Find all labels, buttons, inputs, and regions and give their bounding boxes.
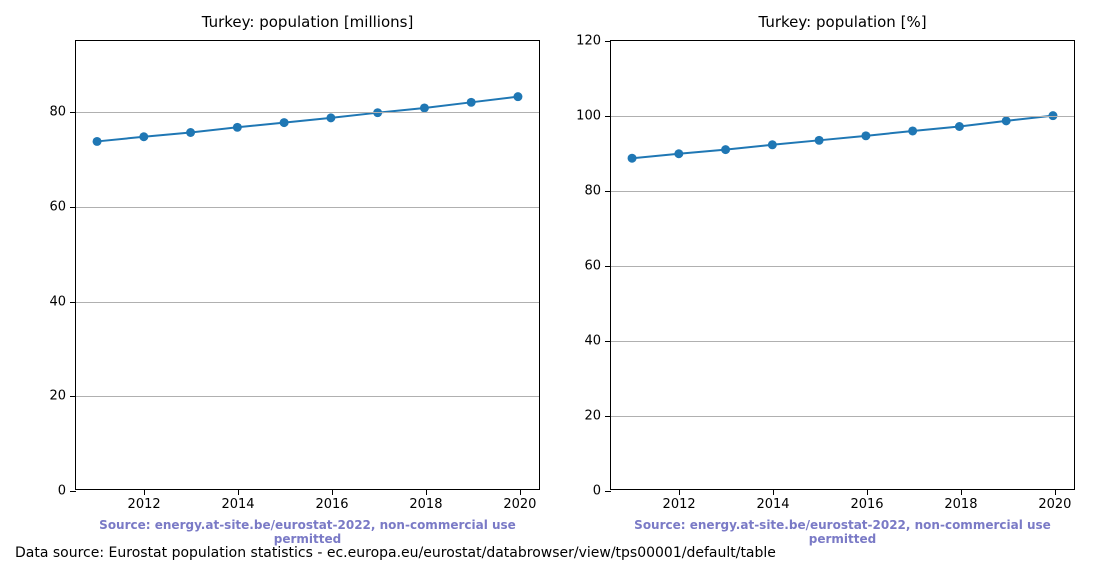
series-marker bbox=[139, 132, 148, 141]
y-tick bbox=[605, 41, 611, 42]
x-tick-label: 2016 bbox=[850, 497, 883, 512]
figure: Turkey: population [millions] 0 20 40 60 80 2… bbox=[0, 0, 1100, 572]
x-tick bbox=[332, 489, 333, 495]
left-chart-source: Source: energy.at-site.be/eurostat-2022,… bbox=[75, 518, 540, 546]
x-tick-label: 2016 bbox=[315, 497, 348, 512]
x-tick bbox=[679, 489, 680, 495]
series-marker bbox=[467, 98, 476, 107]
y-tick bbox=[605, 266, 611, 267]
y-tick bbox=[605, 191, 611, 192]
y-tick-label: 60 bbox=[584, 259, 601, 274]
series-marker bbox=[1002, 116, 1011, 125]
right-chart-source: Source: energy.at-site.be/eurostat-2022,… bbox=[610, 518, 1075, 546]
x-tick bbox=[426, 489, 427, 495]
y-tick-label: 0 bbox=[593, 484, 601, 499]
x-tick bbox=[520, 489, 521, 495]
series-marker bbox=[768, 140, 777, 149]
series-marker bbox=[674, 149, 683, 158]
x-tick-label: 2012 bbox=[128, 497, 161, 512]
y-tick bbox=[70, 302, 76, 303]
gridline bbox=[611, 416, 1074, 417]
gridline bbox=[76, 207, 539, 208]
series-marker bbox=[93, 137, 102, 146]
y-tick-label: 80 bbox=[584, 184, 601, 199]
y-tick-label: 100 bbox=[576, 109, 601, 124]
gridline bbox=[611, 116, 1074, 117]
y-tick bbox=[605, 341, 611, 342]
x-tick bbox=[867, 489, 868, 495]
x-tick-label: 2012 bbox=[663, 497, 696, 512]
series-marker bbox=[861, 131, 870, 140]
y-tick bbox=[70, 396, 76, 397]
gridline bbox=[611, 191, 1074, 192]
right-chart-title: Turkey: population [%] bbox=[611, 13, 1074, 31]
x-tick bbox=[961, 489, 962, 495]
gridline bbox=[611, 341, 1074, 342]
y-tick-label: 120 bbox=[576, 34, 601, 49]
right-chart-plot bbox=[611, 41, 1074, 489]
left-chart-title: Turkey: population [millions] bbox=[76, 13, 539, 31]
gridline bbox=[76, 112, 539, 113]
gridline bbox=[76, 396, 539, 397]
x-tick-label: 2014 bbox=[756, 497, 789, 512]
series-marker bbox=[721, 145, 730, 154]
series-marker bbox=[513, 92, 522, 101]
y-tick bbox=[605, 116, 611, 117]
series-marker bbox=[326, 113, 335, 122]
y-tick-label: 0 bbox=[58, 484, 66, 499]
x-tick-label: 2020 bbox=[1038, 497, 1071, 512]
y-tick bbox=[70, 491, 76, 492]
x-tick bbox=[238, 489, 239, 495]
gridline bbox=[76, 302, 539, 303]
y-tick-label: 40 bbox=[49, 294, 66, 309]
series-marker bbox=[908, 126, 917, 135]
x-tick-label: 2018 bbox=[944, 497, 977, 512]
x-tick-label: 2014 bbox=[221, 497, 254, 512]
series-marker bbox=[280, 118, 289, 127]
x-tick bbox=[144, 489, 145, 495]
x-tick-label: 2018 bbox=[409, 497, 442, 512]
y-tick-label: 80 bbox=[49, 105, 66, 120]
series-marker bbox=[815, 136, 824, 145]
gridline bbox=[611, 266, 1074, 267]
left-chart-plot bbox=[76, 41, 539, 489]
y-tick-label: 60 bbox=[49, 199, 66, 214]
y-tick bbox=[605, 491, 611, 492]
footer-data-source: Data source: Eurostat population statist… bbox=[15, 545, 776, 561]
y-tick-label: 20 bbox=[49, 389, 66, 404]
series-line bbox=[97, 97, 518, 142]
series-marker bbox=[628, 154, 637, 163]
x-tick-label: 2020 bbox=[503, 497, 536, 512]
left-chart-panel: Turkey: population [millions] 0204060802… bbox=[75, 40, 540, 490]
y-tick bbox=[70, 112, 76, 113]
series-line bbox=[632, 116, 1053, 159]
x-tick bbox=[1055, 489, 1056, 495]
right-chart-panel: Turkey: population [%] 02040608010012020… bbox=[610, 40, 1075, 490]
series-marker bbox=[955, 122, 964, 131]
x-tick bbox=[773, 489, 774, 495]
y-tick bbox=[70, 207, 76, 208]
series-marker bbox=[186, 128, 195, 137]
y-tick bbox=[605, 416, 611, 417]
y-tick-label: 20 bbox=[584, 409, 601, 424]
series-marker bbox=[233, 123, 242, 132]
y-tick-label: 40 bbox=[584, 334, 601, 349]
